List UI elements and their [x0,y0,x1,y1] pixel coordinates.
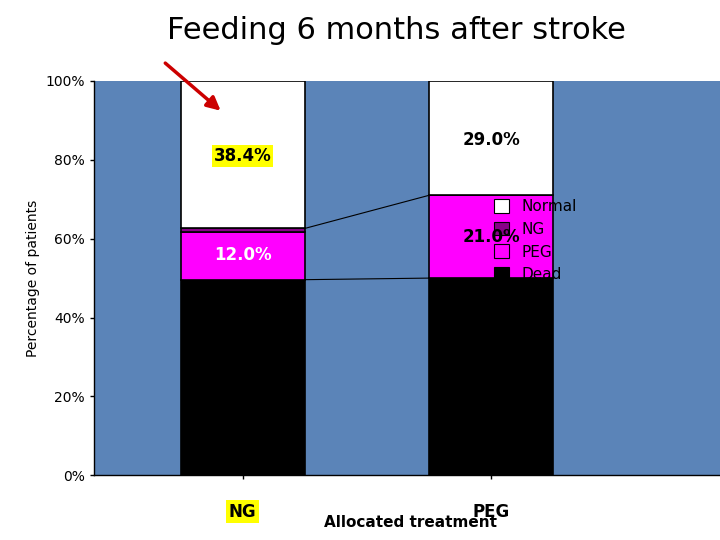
Legend: Normal, NG, PEG, Dead: Normal, NG, PEG, Dead [494,199,577,282]
Text: 29.0%: 29.0% [462,131,520,149]
Bar [181,232,305,280]
Text: 38.4%: 38.4% [214,147,271,165]
Bar [429,81,553,195]
Text: 21.0%: 21.0% [462,228,520,246]
Bar [181,280,305,475]
Bar [181,81,305,228]
Text: PEG: PEG [472,503,510,521]
Text: 12.0%: 12.0% [214,246,271,264]
Text: Allocated treatment: Allocated treatment [324,515,497,530]
Bar [181,228,305,232]
Y-axis label: Percentage of patients: Percentage of patients [25,199,40,357]
Bar [429,278,553,475]
Text: NG: NG [229,503,256,521]
Text: Feeding 6 months after stroke: Feeding 6 months after stroke [166,16,626,45]
Bar [429,195,553,278]
